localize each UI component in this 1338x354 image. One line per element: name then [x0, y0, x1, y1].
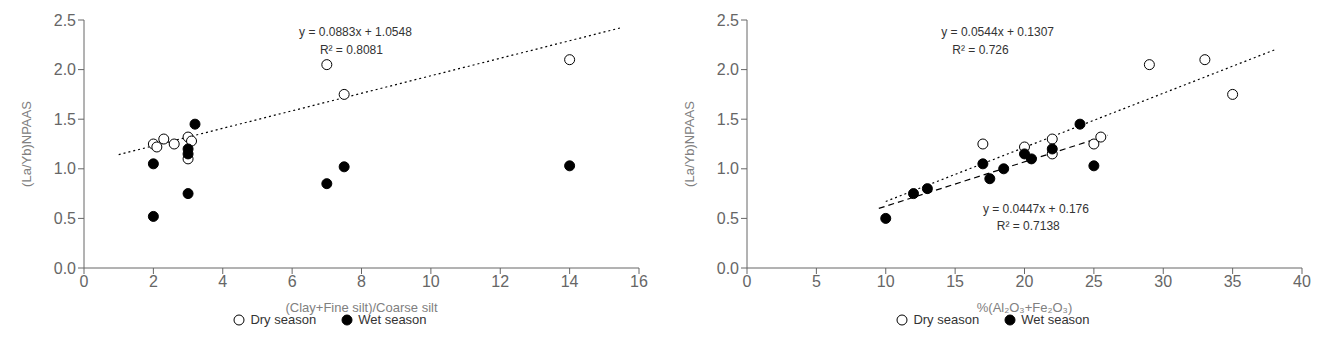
svg-text:1.0: 1.0	[54, 160, 76, 177]
svg-text:(La/Yb)NPAAS: (La/Yb)NPAAS	[682, 101, 697, 187]
svg-text:R² = 0.726: R² = 0.726	[952, 43, 1009, 57]
svg-text:0: 0	[80, 273, 89, 290]
svg-text:20: 20	[1016, 273, 1034, 290]
svg-text:25: 25	[1085, 273, 1103, 290]
svg-text:15: 15	[946, 273, 964, 290]
svg-text:2.5: 2.5	[54, 12, 76, 29]
svg-text:2.0: 2.0	[54, 61, 76, 78]
html-text:Wet season: Wet season	[1021, 312, 1090, 327]
svg-text:R² = 0.7138: R² = 0.7138	[997, 219, 1060, 233]
svg-text:2.5: 2.5	[717, 12, 739, 29]
svg-text:35: 35	[1224, 273, 1242, 290]
svg-text:2.0: 2.0	[717, 61, 739, 78]
svg-text:%(Al₂O₃+Fe₂O₃): %(Al₂O₃+Fe₂O₃)	[977, 300, 1072, 315]
svg-text:30: 30	[1154, 273, 1172, 290]
svg-text:R² = 0.8081: R² = 0.8081	[320, 43, 383, 57]
svg-text:4: 4	[218, 273, 227, 290]
svg-text:16: 16	[630, 273, 648, 290]
svg-text:6: 6	[288, 273, 297, 290]
svg-text:10: 10	[422, 273, 440, 290]
svg-text:2: 2	[149, 273, 158, 290]
svg-text:14: 14	[561, 273, 579, 290]
svg-text:y = 0.0447x + 0.176: y = 0.0447x + 0.176	[983, 202, 1089, 216]
svg-text:0.0: 0.0	[54, 260, 76, 277]
svg-text:40: 40	[1293, 273, 1311, 290]
svg-text:1.5: 1.5	[717, 111, 739, 128]
html-text:Dry season: Dry season	[250, 312, 317, 327]
svg-text:10: 10	[877, 273, 895, 290]
html-text:Wet season: Wet season	[358, 312, 427, 327]
svg-text:0.0: 0.0	[717, 260, 739, 277]
html-text:Dry season: Dry season	[913, 312, 980, 327]
svg-text:1.5: 1.5	[54, 111, 76, 128]
svg-text:0.5: 0.5	[717, 210, 739, 227]
svg-text:1.0: 1.0	[717, 160, 739, 177]
svg-text:y = 0.0883x + 1.0548: y = 0.0883x + 1.0548	[299, 25, 412, 39]
svg-text:(Clay+Fine silt)/Coarse silt: (Clay+Fine silt)/Coarse silt	[285, 300, 437, 315]
svg-text:0: 0	[743, 273, 752, 290]
svg-text:0.5: 0.5	[54, 210, 76, 227]
svg-text:12: 12	[491, 273, 509, 290]
svg-text:5: 5	[812, 273, 821, 290]
svg-text:8: 8	[357, 273, 366, 290]
svg-text:(La/Yb)NPAAS: (La/Yb)NPAAS	[19, 101, 34, 187]
svg-text:y = 0.0544x + 0.1307: y = 0.0544x + 0.1307	[941, 25, 1054, 39]
